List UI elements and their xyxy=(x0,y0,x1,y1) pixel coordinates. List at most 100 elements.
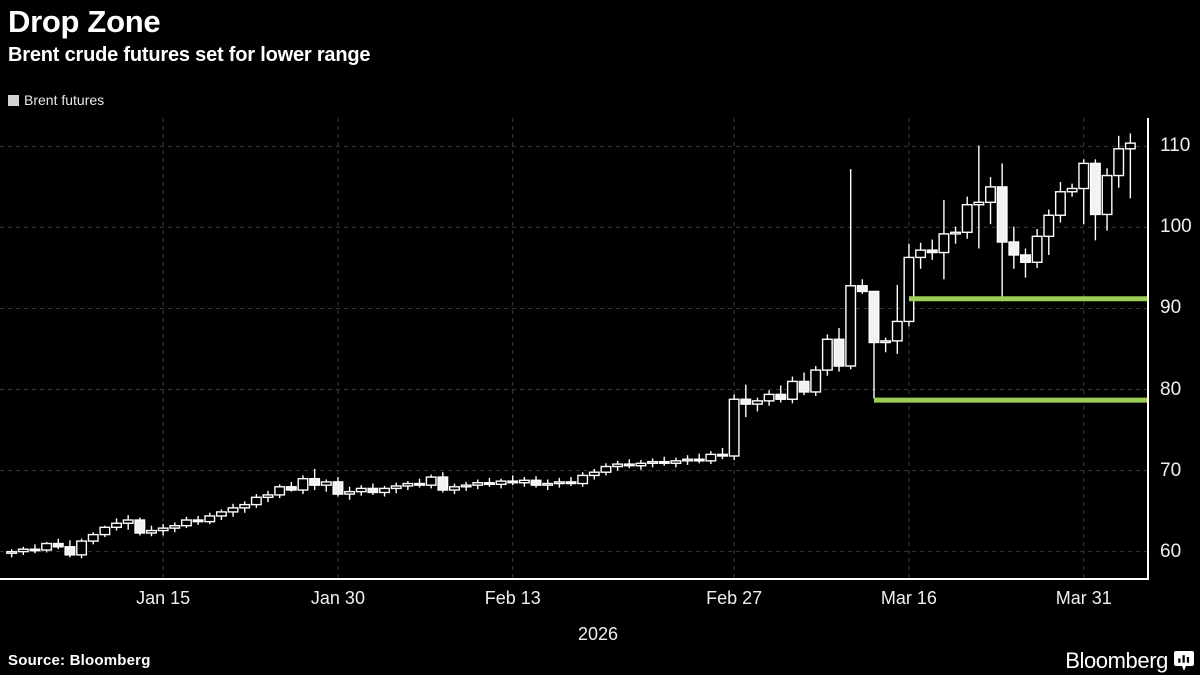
candlestick xyxy=(973,145,985,249)
candle-body-filled xyxy=(285,486,297,491)
candlestick xyxy=(111,518,123,531)
candlestick xyxy=(1124,133,1136,199)
candle-body-hollow xyxy=(297,477,309,491)
candle-body-filled xyxy=(483,482,495,486)
candlestick xyxy=(926,239,938,260)
candle-body-hollow xyxy=(1031,235,1043,263)
candle-body-filled xyxy=(1019,254,1031,263)
candlestick xyxy=(29,544,41,554)
chart-legend: Brent futures xyxy=(8,92,104,108)
candlestick xyxy=(495,478,507,489)
candlestick xyxy=(728,394,740,461)
candlestick xyxy=(542,479,554,491)
candlestick xyxy=(483,477,495,487)
candle-body-hollow xyxy=(1043,214,1055,238)
candle-body-filled xyxy=(856,285,868,293)
candle-body-hollow xyxy=(588,471,600,477)
candlestick xyxy=(821,334,833,376)
candlestick xyxy=(1101,168,1113,231)
candle-body-hollow xyxy=(880,340,892,344)
candlestick xyxy=(1113,135,1125,188)
candle-body-filled xyxy=(367,487,379,494)
candlestick xyxy=(635,460,647,470)
candlestick xyxy=(1031,229,1043,268)
candlestick xyxy=(507,475,519,486)
candlestick xyxy=(880,337,892,353)
candlestick xyxy=(448,483,460,495)
legend-item-label: Brent futures xyxy=(24,92,105,108)
candle-body-hollow xyxy=(239,503,251,509)
candlestick xyxy=(717,447,728,460)
candle-body-filled xyxy=(530,479,542,486)
candlestick xyxy=(239,501,251,513)
candle-body-hollow xyxy=(985,186,996,203)
candlestick xyxy=(658,456,670,466)
candle-body-filled xyxy=(658,460,670,464)
candlestick xyxy=(996,163,1008,302)
candle-body-filled xyxy=(996,186,1008,243)
candlestick xyxy=(146,525,157,537)
candle-body-filled xyxy=(1008,241,1020,256)
candle-body-hollow xyxy=(763,393,775,402)
candlestick xyxy=(437,472,449,493)
x-axis-tick-label: Feb 13 xyxy=(484,588,541,608)
candlestick xyxy=(705,451,717,465)
candle-body-hollow xyxy=(76,540,88,556)
candlestick xyxy=(344,486,356,500)
candlestick xyxy=(1043,209,1055,255)
legend-square-icon xyxy=(8,94,19,106)
candle-body-hollow xyxy=(146,529,157,534)
y-axis-tick-label: 110 xyxy=(1160,135,1191,157)
candle-body-filled xyxy=(64,546,76,556)
candlestick xyxy=(87,532,99,545)
candlestick xyxy=(600,463,612,476)
candlestick xyxy=(52,538,64,550)
candle-body-filled xyxy=(623,463,635,467)
candlestick xyxy=(938,199,950,280)
candle-body-hollow xyxy=(1078,162,1090,190)
candle-body-hollow xyxy=(425,476,437,486)
candlestick xyxy=(763,390,775,406)
candle-body-hollow xyxy=(1113,148,1125,177)
candle-body-hollow xyxy=(518,479,530,484)
candle-body-hollow xyxy=(87,533,99,542)
candle-body-hollow xyxy=(728,398,740,457)
candle-body-hollow xyxy=(99,526,111,536)
candlestick xyxy=(169,522,181,533)
candlestick xyxy=(274,484,286,499)
x-axis-tick-label: Mar 31 xyxy=(1055,588,1112,608)
candlestick xyxy=(76,538,88,559)
candle-body-hollow xyxy=(891,320,903,342)
candle-body-hollow xyxy=(495,480,507,486)
candlestick xyxy=(460,481,472,491)
candle-body-filled xyxy=(868,290,880,344)
candlestick xyxy=(1066,183,1078,197)
candle-body-hollow xyxy=(810,369,822,393)
candlestick xyxy=(670,457,682,468)
source-label: Source: Bloomberg xyxy=(8,652,151,669)
candle-body-hollow xyxy=(635,462,647,467)
candlestick xyxy=(775,385,787,403)
candle-body-hollow xyxy=(1066,187,1078,193)
candle-body-hollow xyxy=(122,519,134,524)
candlestick xyxy=(390,482,402,494)
candle-body-hollow xyxy=(682,458,694,462)
candlestick xyxy=(472,479,484,490)
y-axis-tick-label: 60 xyxy=(1160,540,1182,562)
candle-body-hollow xyxy=(577,474,589,485)
candlestick xyxy=(64,540,76,558)
candlestick xyxy=(1019,248,1031,278)
candle-body-hollow xyxy=(111,522,123,529)
candlestick xyxy=(204,512,216,525)
candlestick xyxy=(891,284,903,354)
x-axis-tick-labels: Jan 15 Jan 30 Feb 13 Feb 27 Mar 16 Mar 31 xyxy=(0,588,1200,618)
candle-body-filled xyxy=(717,453,728,457)
candle-body-hollow xyxy=(751,400,763,405)
candlestick xyxy=(845,169,857,370)
candle-body-hollow xyxy=(705,453,717,462)
candle-body-hollow xyxy=(379,487,391,494)
page-subtitle: Brent crude futures set for lower range xyxy=(8,44,371,66)
candle-body-filled xyxy=(134,519,146,534)
candle-body-filled xyxy=(29,548,41,552)
candlestick xyxy=(1008,226,1020,269)
